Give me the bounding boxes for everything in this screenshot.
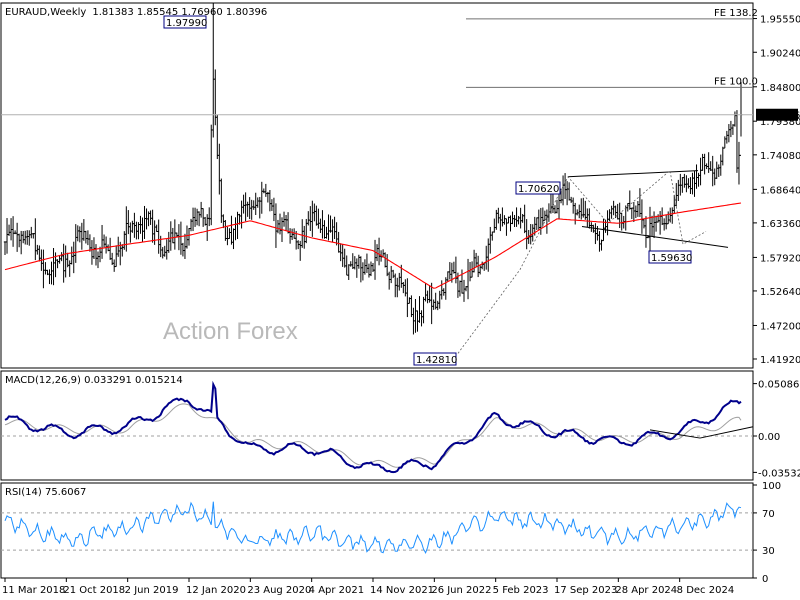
x-axis-tick: 4 Apr 2021 (309, 585, 364, 596)
upper-trend-line (567, 170, 699, 178)
moving-average-line (4, 202, 742, 289)
watermark: Action Forex (163, 318, 298, 345)
macd-signal-line (4, 403, 742, 468)
macd-panel-title: MACD(12,26,9) 0.033291 0.015214 (5, 375, 183, 386)
macd-axis-tick: -0.035322 (758, 468, 800, 479)
fe-138-label: FE 138.2 (714, 8, 758, 19)
price-axis-tick: 1.63360 (760, 219, 800, 230)
x-axis-tick: 23 Aug 2020 (247, 585, 311, 596)
x-axis-tick: 5 Feb 2023 (493, 585, 549, 596)
price-axis-tick: 1.95550 (760, 15, 800, 26)
macd-axis-tick: 0.050863 (758, 380, 800, 391)
ohlc-readout: 1.81383 1.85545 1.76960 1.80396 (92, 7, 267, 18)
symbol-title: EURAUD,Weekly (5, 7, 86, 18)
fe-100-label: FE 100.0 (714, 76, 758, 87)
price-annotation: 1.97990 (163, 15, 207, 29)
x-axis-tick: 26 Jun 2022 (431, 585, 491, 596)
x-axis-tick: 14 Nov 2021 (370, 585, 434, 596)
x-axis-tick: 28 Apr 2024 (615, 585, 677, 596)
x-axis-tick: 12 Jan 2020 (186, 585, 246, 596)
svg-text:1.70620: 1.70620 (518, 184, 559, 195)
price-panel-title: EURAUD,Weekly 1.81383 1.85545 1.76960 1.8… (5, 7, 267, 18)
price-axis-tick: 1.79380 (760, 117, 800, 128)
price-annotation: 1.70620 (515, 181, 561, 195)
price-axis-tick: 1.74080 (760, 151, 800, 162)
x-axis-tick: 8 Dec 2024 (677, 585, 735, 596)
x-axis-tick: 11 Mar 2018 (2, 585, 65, 596)
x-axis-tick: 2 Jun 2019 (125, 585, 179, 596)
macd-trend-line (699, 426, 754, 439)
macd-axis-tick: 0.00 (758, 432, 780, 443)
x-axis-tick: 21 Oct 2018 (63, 585, 125, 596)
price-annotation: 1.59630 (648, 250, 692, 264)
rsi-axis-tick: 100 (762, 481, 781, 492)
svg-text:1.80396: 1.80396 (759, 111, 800, 122)
rsi-line (4, 501, 742, 554)
svg-text:1.97990: 1.97990 (166, 18, 207, 29)
lower-trend-line (581, 225, 729, 248)
price-panel (0, 2, 754, 369)
price-axis-tick: 1.41920 (760, 355, 800, 366)
rsi-panel-title: RSI(14) 75.6067 (5, 487, 86, 498)
svg-text:1.59630: 1.59630 (651, 253, 692, 264)
current-price-badge: 1.80396 (756, 108, 800, 122)
price-axis-tick: 1.90240 (760, 48, 800, 59)
rsi-axis-tick: 30 (762, 546, 775, 557)
x-axis-tick: 17 Sep 2023 (554, 585, 617, 596)
price-axis-tick: 1.57920 (760, 253, 800, 264)
rsi-axis-tick: 70 (762, 509, 775, 520)
wave-count-path (457, 169, 707, 354)
price-axis-tick: 1.52640 (760, 287, 800, 298)
macd-trend-line (649, 429, 701, 439)
macd-line (4, 380, 742, 474)
price-axis-tick: 1.84800 (760, 83, 800, 94)
price-axis-tick: 1.68640 (760, 185, 800, 196)
rsi-axis-tick: 0 (762, 574, 768, 585)
price-axis-tick: 1.47200 (760, 321, 800, 332)
svg-text:1.42810: 1.42810 (416, 355, 457, 366)
price-annotation: 1.42810 (413, 352, 457, 366)
